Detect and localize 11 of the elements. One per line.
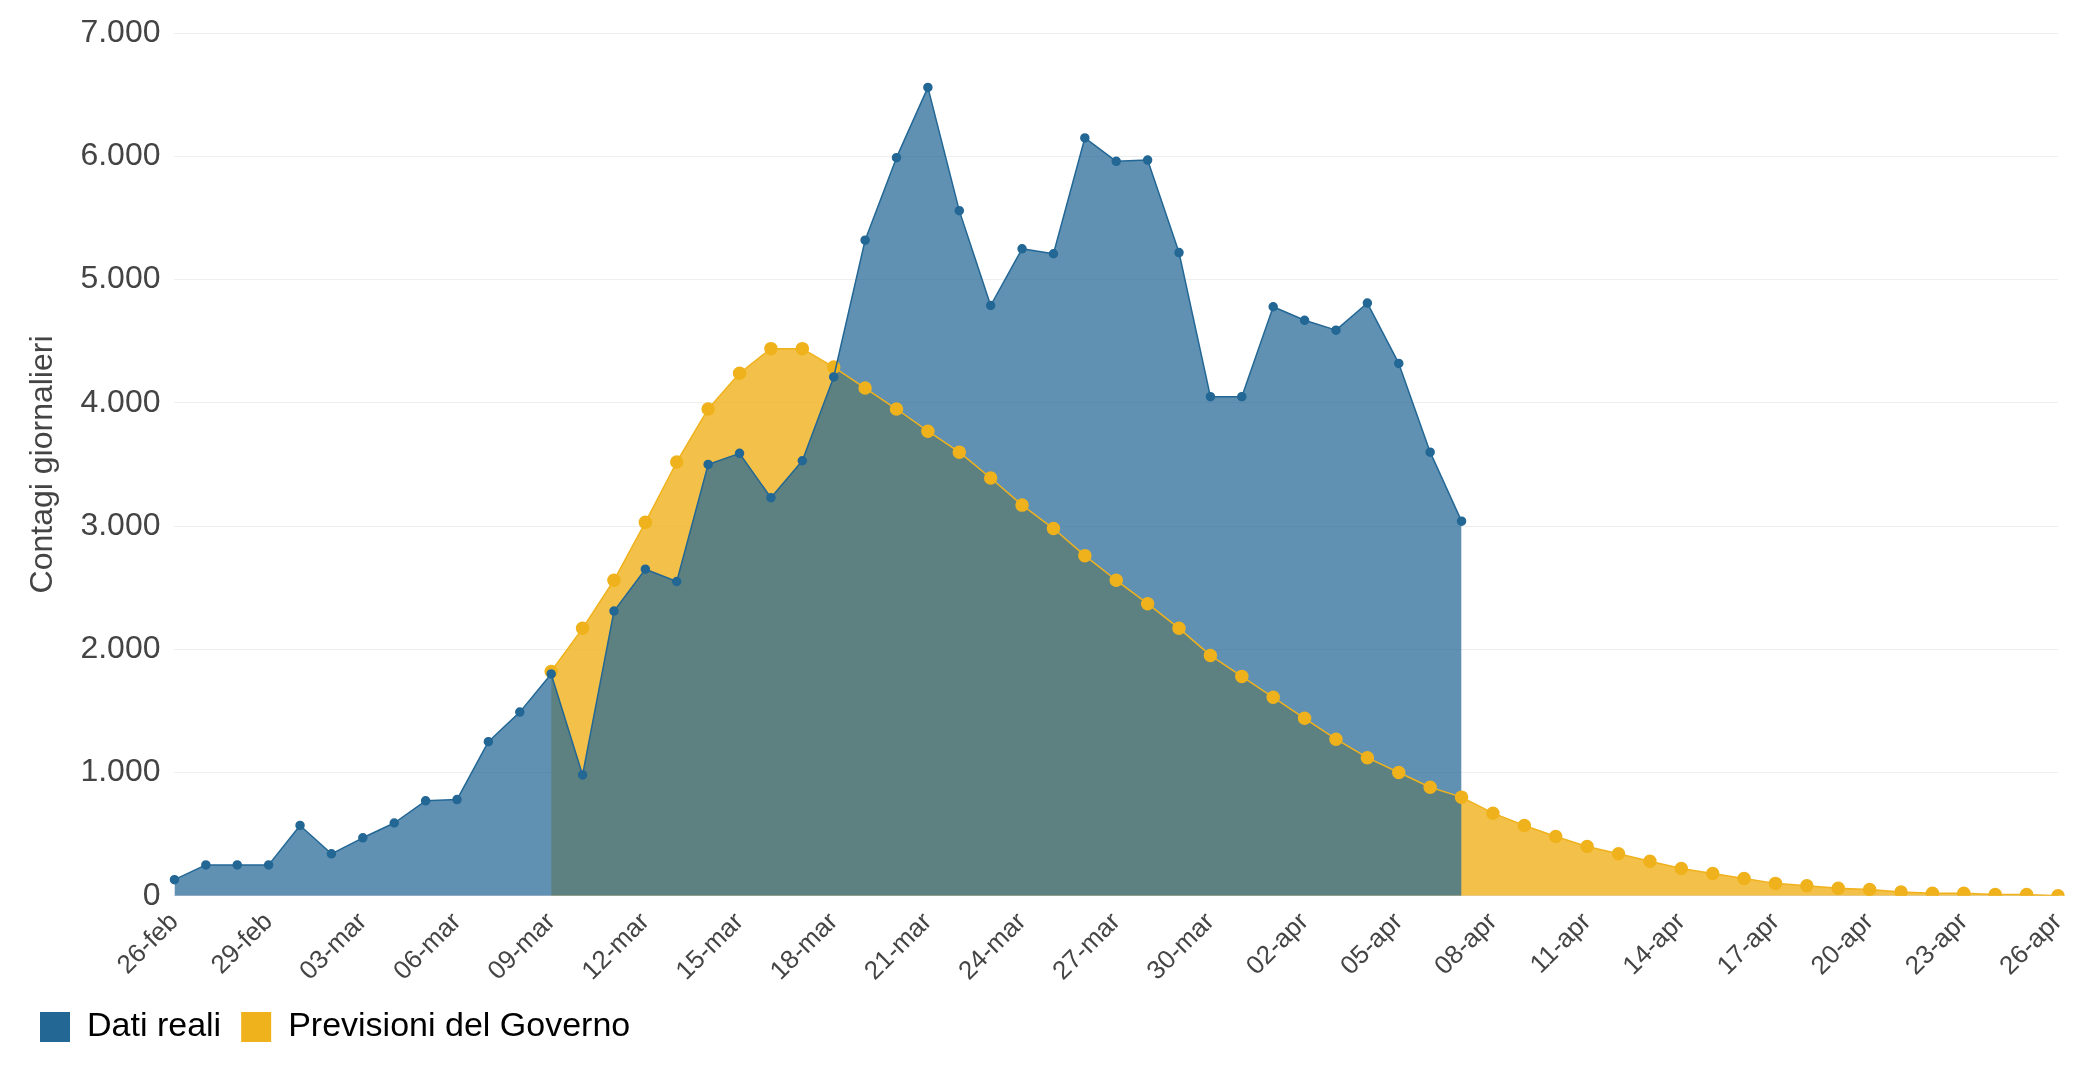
legend-label: Dati reali (87, 1005, 222, 1044)
y-tick-label: 3.000 (80, 505, 161, 542)
y-tick-label: 2.000 (80, 629, 161, 666)
y-tick-label: 4.000 (80, 382, 161, 419)
y-tick-label: 1.000 (80, 752, 161, 789)
y-tick-label: 7.000 (80, 13, 161, 50)
y-axis-title: Contagi giornalieri (23, 335, 60, 594)
legend-label: Previsioni del Governo (288, 1005, 631, 1044)
y-tick-label: 5.000 (80, 259, 161, 296)
y-tick-label: 6.000 (80, 136, 161, 173)
y-tick-label: 0 (142, 875, 161, 912)
